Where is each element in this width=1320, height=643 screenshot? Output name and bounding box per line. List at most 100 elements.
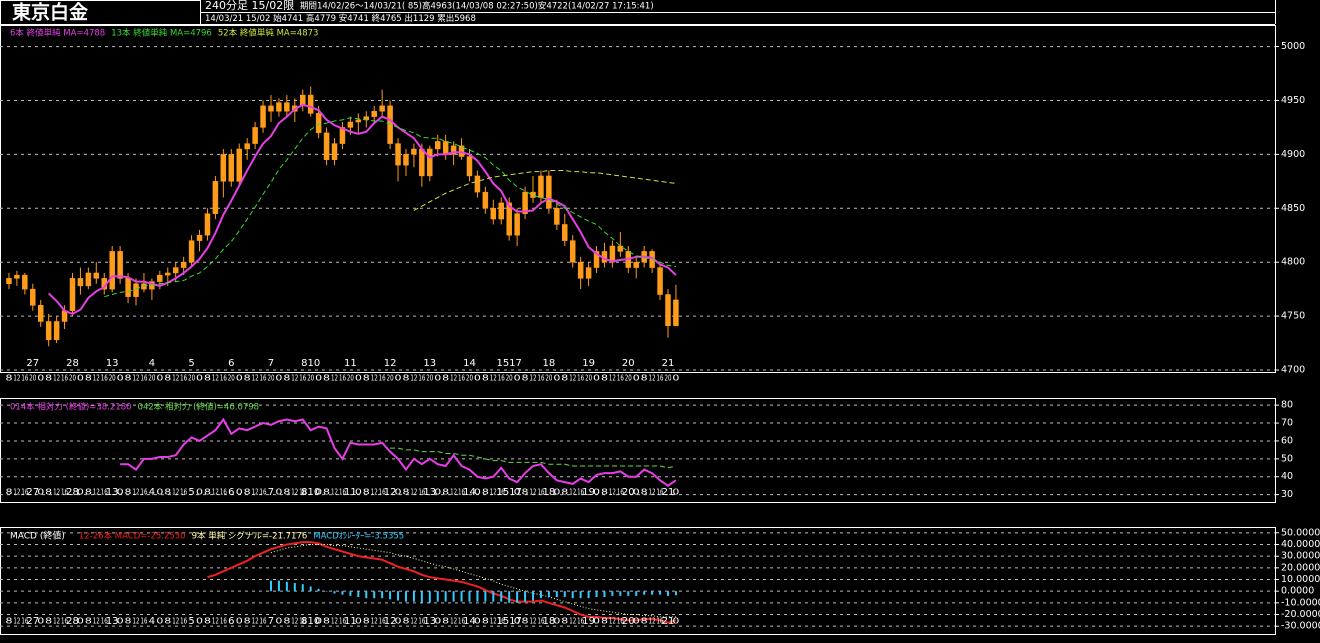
hour-label: 0 bbox=[553, 488, 560, 497]
x-tick-label: 20 bbox=[622, 358, 635, 369]
y-tick-label: 50 bbox=[1281, 453, 1293, 464]
candle-body bbox=[125, 278, 131, 297]
histogram-bar bbox=[404, 591, 407, 602]
x-tick-label: 1517 bbox=[496, 487, 521, 498]
candle-body bbox=[593, 251, 600, 268]
histogram-bar bbox=[397, 591, 400, 601]
candle-body bbox=[85, 272, 92, 287]
hour-label: 8 bbox=[601, 617, 608, 626]
histogram-bar bbox=[389, 591, 392, 600]
hour-label: 16 bbox=[140, 617, 147, 626]
hour-label: 12 bbox=[371, 617, 378, 626]
histogram-bar bbox=[666, 591, 669, 596]
hour-label: 16 bbox=[657, 374, 664, 383]
candle-body bbox=[30, 288, 36, 306]
x-tick-label: 13 bbox=[106, 358, 119, 369]
histogram-bar bbox=[349, 591, 352, 596]
y-tick-label: 10.0000 bbox=[1281, 574, 1320, 585]
hour-label: 20 bbox=[29, 374, 36, 383]
hour-label: 0 bbox=[196, 488, 203, 497]
hour-label: 12 bbox=[371, 488, 378, 497]
hour-label: 0 bbox=[77, 488, 84, 497]
hour-label: 12 bbox=[53, 617, 60, 626]
hour-label: 8 bbox=[402, 617, 409, 626]
legend-entry: 13本 終値単純 MA=4796 bbox=[111, 28, 212, 39]
hour-label: 0 bbox=[156, 374, 163, 383]
hour-label: 0 bbox=[117, 617, 124, 626]
histogram-bar bbox=[524, 591, 527, 602]
histogram-bar bbox=[301, 584, 304, 592]
hour-label: 8 bbox=[442, 488, 449, 497]
hour-label: 8 bbox=[244, 617, 251, 626]
histogram-bar bbox=[595, 591, 598, 597]
hour-label: 8 bbox=[125, 617, 132, 626]
hour-label: 8 bbox=[244, 488, 251, 497]
candle-body bbox=[69, 278, 76, 311]
hour-label: 0 bbox=[196, 374, 203, 383]
hour-label: 16 bbox=[458, 617, 465, 626]
candle-body bbox=[109, 251, 115, 290]
legend-entry: 12-26本 MACD=-25.2530 bbox=[79, 531, 186, 542]
hour-label: 12 bbox=[569, 374, 576, 383]
hour-label: 12 bbox=[530, 374, 537, 383]
hour-label: 12 bbox=[649, 374, 656, 383]
hour-label: 0 bbox=[434, 617, 441, 626]
hour-label: 8 bbox=[5, 374, 12, 383]
symbol-title: 東京白金 bbox=[12, 1, 88, 24]
histogram-bar bbox=[373, 591, 376, 599]
x-tick-label: 5 bbox=[188, 358, 194, 369]
hour-label: 16 bbox=[339, 488, 346, 497]
histogram-bar bbox=[587, 591, 590, 599]
candle-body bbox=[434, 141, 441, 150]
candle-body bbox=[77, 278, 84, 287]
hour-label: 12 bbox=[13, 488, 20, 497]
hour-label: 8 bbox=[601, 374, 608, 383]
hour-label: 0 bbox=[672, 617, 679, 626]
candle-body bbox=[117, 251, 123, 279]
candle-body bbox=[157, 274, 163, 282]
hour-label: 0 bbox=[37, 488, 44, 497]
y-tick-label: 20.0000 bbox=[1281, 562, 1320, 573]
hour-label: 8 bbox=[323, 374, 330, 383]
y-tick-label: 0.0000 bbox=[1281, 586, 1314, 597]
hour-label: 16 bbox=[61, 374, 68, 383]
histogram-bar bbox=[357, 591, 360, 597]
hour-label: 8 bbox=[363, 488, 370, 497]
hour-label: 0 bbox=[315, 617, 322, 626]
histogram-bar bbox=[563, 591, 566, 597]
x-tick-label: 27 bbox=[26, 487, 39, 498]
hour-label: 16 bbox=[379, 617, 386, 626]
candle-body bbox=[331, 143, 338, 161]
candle-body bbox=[419, 148, 425, 177]
hour-label: 16 bbox=[657, 617, 664, 626]
hour-label: 0 bbox=[275, 617, 282, 626]
hour-label: 16 bbox=[61, 617, 68, 626]
hour-label: 16 bbox=[299, 617, 306, 626]
histogram-bar bbox=[651, 591, 654, 595]
candle-body bbox=[490, 208, 497, 220]
hour-label: 8 bbox=[125, 374, 132, 383]
hour-label: 0 bbox=[315, 374, 322, 383]
hour-label: 16 bbox=[458, 374, 465, 383]
y-tick-label: 4800 bbox=[1281, 257, 1305, 268]
hour-label: 16 bbox=[21, 488, 28, 497]
hour-label: 8 bbox=[522, 488, 529, 497]
hour-label: 0 bbox=[474, 374, 481, 383]
candle-body bbox=[466, 156, 473, 177]
panel-frame bbox=[0, 25, 1276, 373]
candle-body bbox=[562, 224, 568, 241]
y-tick-label: 4950 bbox=[1281, 95, 1305, 106]
hour-label: 12 bbox=[569, 488, 576, 497]
hour-label: 12 bbox=[252, 617, 259, 626]
hour-label: 0 bbox=[633, 617, 640, 626]
hour-label: 20 bbox=[109, 374, 116, 383]
x-tick-label: 1517 bbox=[496, 616, 521, 627]
candle-body bbox=[172, 267, 179, 274]
hour-label: 12 bbox=[331, 617, 338, 626]
hour-label: 16 bbox=[220, 374, 227, 383]
x-tick-label: 19 bbox=[582, 616, 595, 627]
hour-label: 16 bbox=[140, 488, 147, 497]
x-tick-label: 4 bbox=[149, 616, 155, 627]
hour-label: 12 bbox=[93, 617, 100, 626]
histogram-bar bbox=[484, 591, 487, 602]
